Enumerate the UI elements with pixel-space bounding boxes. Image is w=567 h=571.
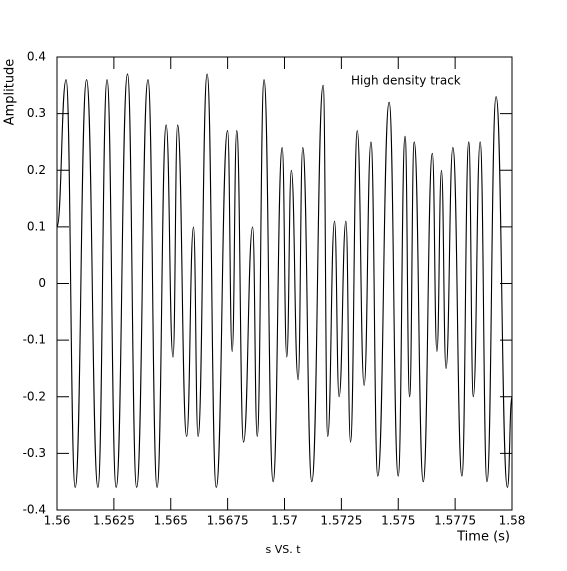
- y-tick-label: -0.4: [23, 503, 46, 517]
- annotation: High density track: [351, 74, 461, 88]
- x-tick-label: 1.5725: [320, 514, 362, 528]
- y-tick-label: -0.2: [23, 389, 46, 403]
- x-tick-label: 1.58: [499, 514, 526, 528]
- x-tick-label: 1.575: [381, 514, 415, 528]
- caption: s VS. t: [265, 543, 301, 556]
- y-tick-label: -0.1: [23, 333, 46, 347]
- y-tick-label: 0: [38, 276, 46, 290]
- x-tick-label: 1.5675: [207, 514, 249, 528]
- y-tick-label: 0.2: [27, 163, 46, 177]
- y-tick-label: 0.1: [27, 219, 46, 233]
- x-tick-label: 1.5775: [434, 514, 476, 528]
- x-axis-label: Time (s): [456, 530, 510, 545]
- x-tick-label: 1.57: [271, 514, 298, 528]
- x-tick-label: 1.565: [154, 514, 188, 528]
- x-tick-label: 1.56: [44, 514, 71, 528]
- y-tick-label: 0.4: [27, 50, 46, 64]
- signal-line: [56, 73, 513, 488]
- x-tick-label: 1.5625: [93, 514, 135, 528]
- y-axis-label: Amplitude: [3, 59, 18, 126]
- y-tick-label: -0.3: [23, 446, 46, 460]
- y-tick-label: 0.3: [27, 106, 46, 120]
